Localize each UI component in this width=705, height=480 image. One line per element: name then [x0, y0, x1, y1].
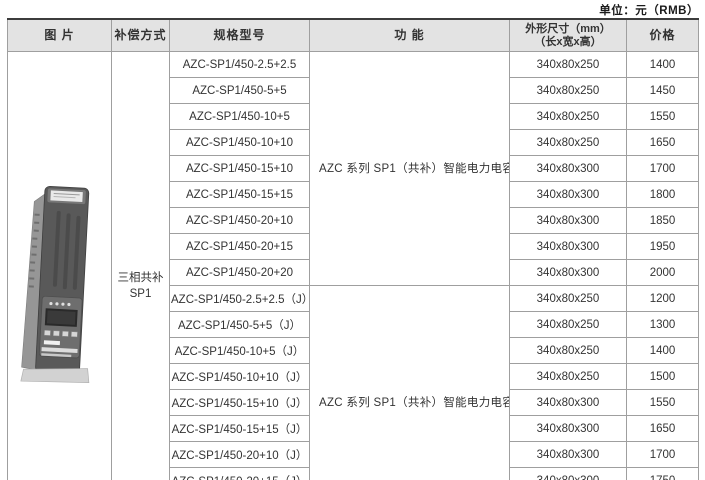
table-row: AZC-SP1/450-15+10（J） 340x80x300 1550	[8, 389, 699, 416]
size-cell: 340x80x250	[509, 103, 627, 130]
compensation-method-line1: 三相共补	[117, 271, 164, 284]
compensation-method-cell: 三相共补 SP1	[111, 51, 170, 480]
model-cell: AZC-SP1/450-15+10（J）	[169, 389, 310, 416]
size-cell: 340x80x300	[509, 415, 627, 442]
table-row: AZC-SP1/450-20+10（J） 340x80x300 1700	[8, 441, 699, 468]
price-cell: 1550	[626, 389, 699, 416]
col-header-method: 补偿方式	[111, 18, 170, 52]
model-cell: AZC-SP1/450-2.5+2.5（J）	[169, 285, 310, 312]
col-header-dimensions-line2: （长x宽x高）	[534, 35, 602, 48]
price-cell: 1750	[626, 467, 699, 480]
model-cell: AZC-SP1/450-2.5+2.5	[169, 51, 310, 78]
spec-table-rows: 三相共补 SP1 AZC-SP1/450-2.5+2.5 AZC 系列 SP1（共补）…	[7, 51, 699, 480]
col-header-dimensions-line1: 外形尺寸（mm）	[525, 22, 611, 35]
size-cell: 340x80x300	[509, 441, 627, 468]
table-row: AZC-SP1/450-10+5 340x80x250 1550	[8, 103, 699, 130]
table-row: AZC-SP1/450-20+20 340x80x300 2000	[8, 259, 699, 286]
size-cell: 340x80x300	[509, 181, 627, 208]
spec-table: 图 片 补偿方式 规格型号 功 能 外形尺寸（mm） （长x宽x高） 价格	[7, 18, 699, 480]
model-cell: AZC-SP1/450-10+10	[169, 129, 310, 156]
table-row: AZC-SP1/450-15+15（J） 340x80x300 1650	[8, 415, 699, 442]
spec-table-header: 图 片 补偿方式 规格型号 功 能 外形尺寸（mm） （长x宽x高） 价格	[7, 18, 699, 52]
model-cell: AZC-SP1/450-20+20	[169, 259, 310, 286]
size-cell: 340x80x250	[509, 77, 627, 104]
price-cell: 1550	[626, 103, 699, 130]
price-cell: 1850	[626, 207, 699, 234]
price-cell: 1400	[626, 337, 699, 364]
table-row: AZC-SP1/450-15+10 340x80x300 1700	[8, 155, 699, 182]
model-cell: AZC-SP1/450-15+10	[169, 155, 310, 182]
price-cell: 1800	[626, 181, 699, 208]
product-image	[16, 181, 104, 387]
col-header-picture: 图 片	[7, 18, 112, 52]
col-header-price: 价格	[626, 18, 699, 52]
model-cell: AZC-SP1/450-20+15（J）	[169, 467, 310, 480]
capacitor-device-illustration	[19, 185, 89, 384]
size-cell: 340x80x300	[509, 233, 627, 260]
model-cell: AZC-SP1/450-15+15（J）	[169, 415, 310, 442]
size-cell: 340x80x300	[509, 389, 627, 416]
price-cell: 1650	[626, 415, 699, 442]
size-cell: 340x80x300	[509, 155, 627, 182]
col-header-dimensions: 外形尺寸（mm） （长x宽x高）	[509, 18, 627, 52]
price-cell: 1400	[626, 51, 699, 78]
price-cell: 1300	[626, 311, 699, 338]
price-cell: 1500	[626, 363, 699, 390]
price-cell: 1450	[626, 77, 699, 104]
model-cell: AZC-SP1/450-20+10（J）	[169, 441, 310, 468]
table-row: AZC-SP1/450-10+10 340x80x250 1650	[8, 129, 699, 156]
size-cell: 340x80x300	[509, 259, 627, 286]
table-row: AZC-SP1/450-20+15（J） 340x80x3001750	[8, 467, 699, 480]
price-cell: 1650	[626, 129, 699, 156]
function-description-cell: AZC 系列 SP1（共补）智能电力电容补偿装置采用同步开关作为投切装置，液晶显…	[309, 285, 510, 480]
size-cell: 340x80x300	[509, 467, 627, 480]
table-row: AZC-SP1/450-5+5 340x80x250 1450	[8, 77, 699, 104]
price-cell: 1700	[626, 441, 699, 468]
model-cell: AZC-SP1/450-20+10	[169, 207, 310, 234]
model-cell: AZC-SP1/450-10+5（J）	[169, 337, 310, 364]
product-photo-cell	[7, 51, 112, 480]
size-cell: 340x80x300	[509, 207, 627, 234]
size-cell: 340x80x250	[509, 363, 627, 390]
model-cell: AZC-SP1/450-15+15	[169, 181, 310, 208]
table-row: AZC-SP1/450-15+15 340x80x300 1800	[8, 181, 699, 208]
table-row: AZC-SP1/450-5+5（J） 340x80x250 1300	[8, 311, 699, 338]
header-row: 图 片 补偿方式 规格型号 功 能 外形尺寸（mm） （长x宽x高） 价格	[7, 18, 699, 52]
model-cell: AZC-SP1/450-10+5	[169, 103, 310, 130]
col-header-function: 功 能	[309, 18, 510, 52]
price-cell: 1950	[626, 233, 699, 260]
col-header-model: 规格型号	[169, 18, 310, 52]
compensation-method-line2: SP1	[129, 287, 152, 300]
model-cell: AZC-SP1/450-5+5	[169, 77, 310, 104]
model-cell: AZC-SP1/450-5+5（J）	[169, 311, 310, 338]
size-cell: 340x80x250	[509, 129, 627, 156]
table-row: AZC-SP1/450-10+10（J） 340x80x250 1500	[8, 363, 699, 390]
size-cell: 340x80x250	[509, 337, 627, 364]
size-cell: 340x80x250	[509, 285, 627, 312]
model-cell: AZC-SP1/450-20+15	[169, 233, 310, 260]
size-cell: 340x80x250	[509, 51, 627, 78]
size-cell: 340x80x250	[509, 311, 627, 338]
table-row: AZC-SP1/450-2.5+2.5（J） AZC 系列 SP1（共补）智能电力…	[8, 285, 699, 480]
price-cell: 1200	[626, 285, 699, 312]
price-cell: 2000	[626, 259, 699, 286]
price-cell: 1700	[626, 155, 699, 182]
unit-note: 单位：元（RMB）	[599, 5, 699, 17]
table-row: 三相共补 SP1 AZC-SP1/450-2.5+2.5 AZC 系列 SP1（共补）…	[7, 51, 699, 480]
function-description-cell: AZC 系列 SP1（共补）智能电力电容补偿装置采用复合开关作为投切装置，液晶显…	[309, 51, 510, 286]
model-cell: AZC-SP1/450-10+10（J）	[169, 363, 310, 390]
